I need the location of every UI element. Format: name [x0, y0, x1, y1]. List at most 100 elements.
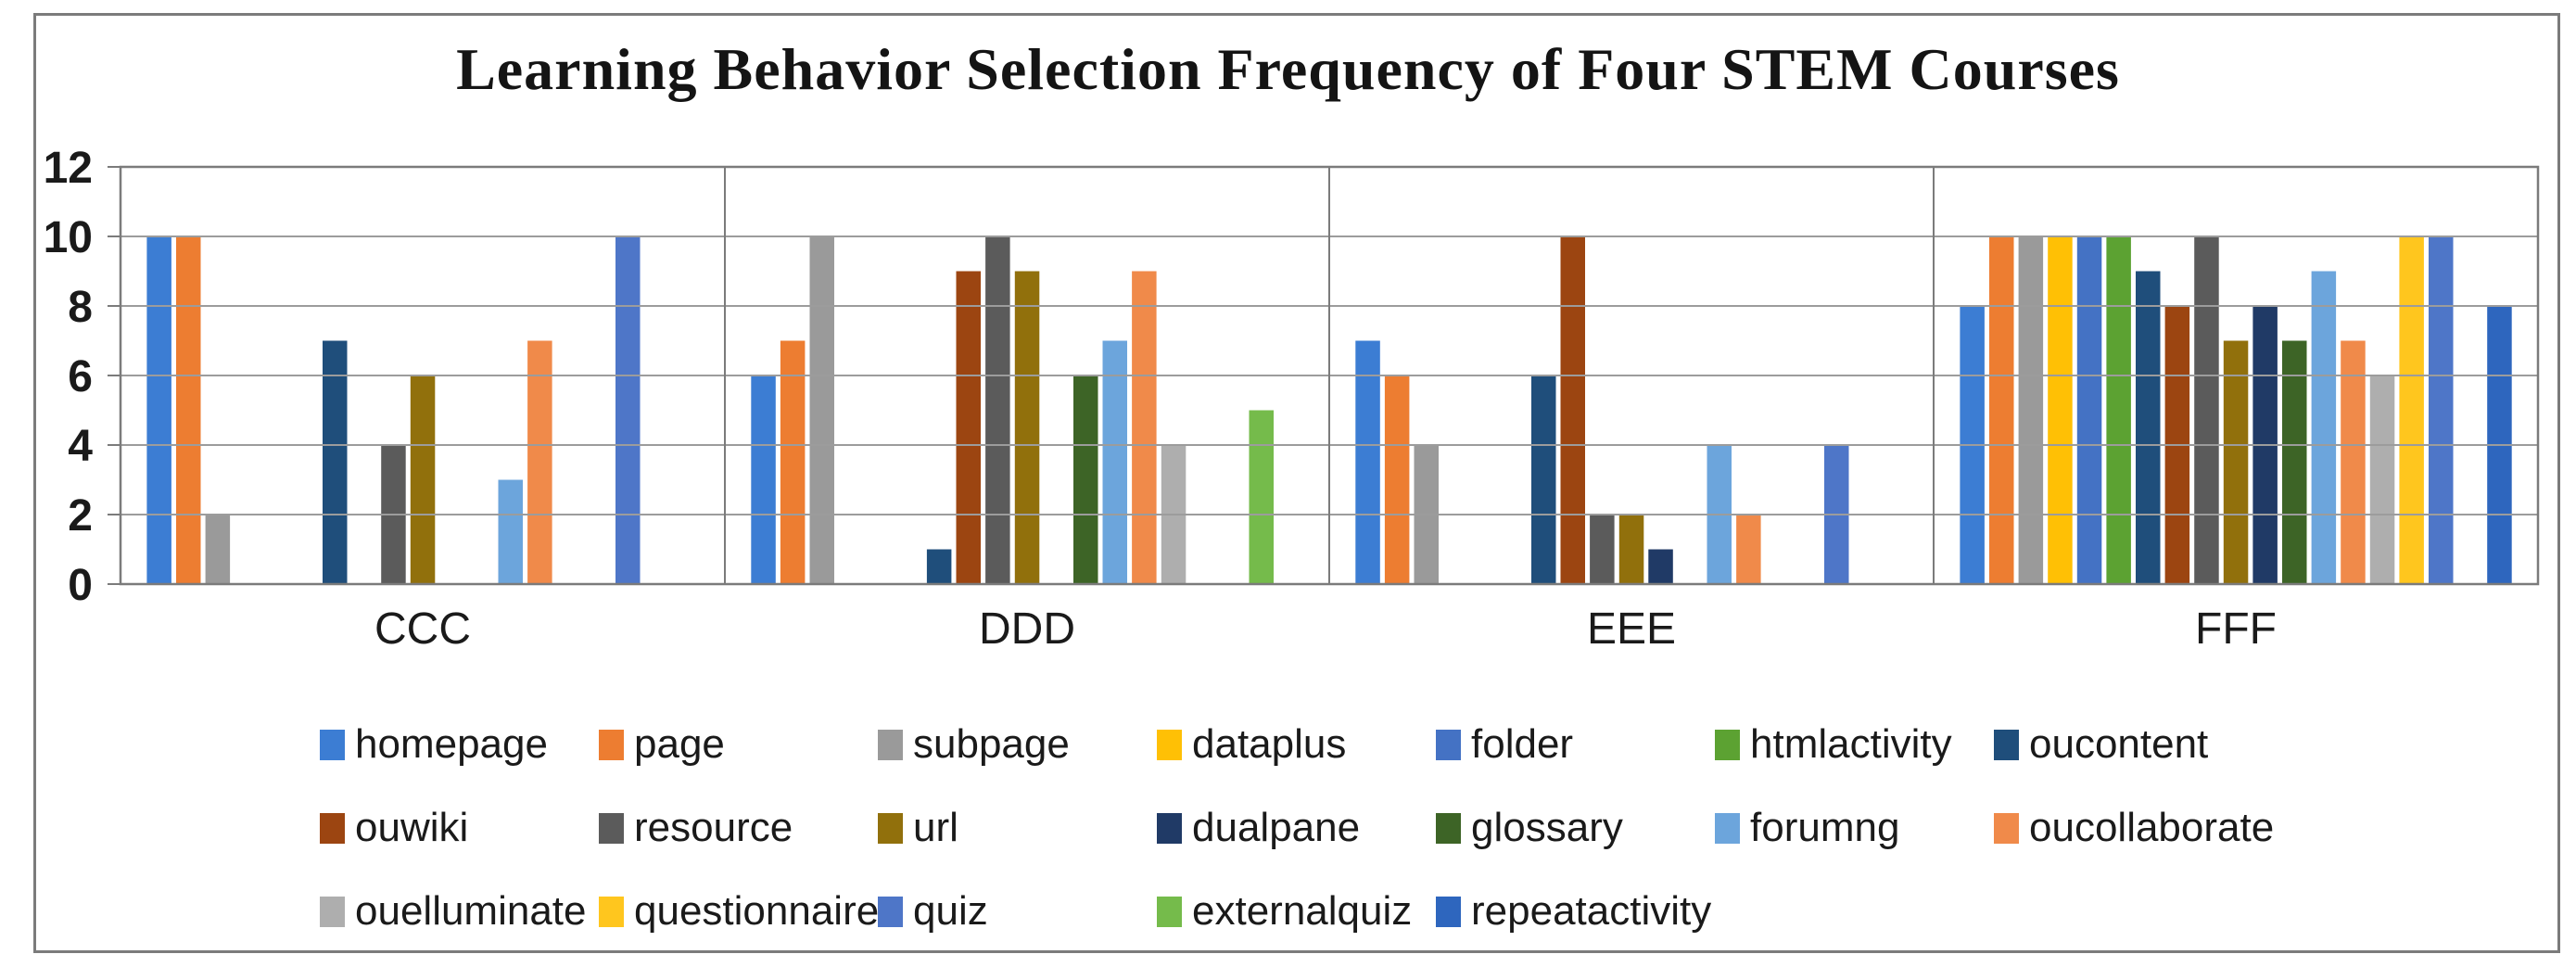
category-labels: CCC DDD EEE FFF — [374, 604, 2277, 654]
bar-questionnaire-FFF — [2399, 236, 2424, 584]
bar-folder-FFF — [2076, 236, 2102, 584]
bar-glossary-FFF — [2282, 340, 2307, 584]
legend-swatch-glossary — [1436, 812, 1461, 844]
bar-oucollaborate-EEE — [1736, 515, 1761, 584]
bar-forumng-FFF — [2311, 271, 2337, 584]
legend-swatch-dataplus — [1157, 729, 1182, 760]
bar-ouelluminate-FFF — [2369, 375, 2395, 584]
bar-oucontent-DDD — [926, 549, 952, 584]
y-axis-ticks: 0 2 4 6 8 10 12 — [44, 144, 121, 610]
legend-item-dataplus: dataplus — [1157, 721, 1436, 770]
legend-label-homepage: homepage — [355, 721, 548, 767]
legend-swatch-url — [878, 812, 903, 844]
bar-url-FFF — [2223, 340, 2249, 584]
legend-item-url: url — [878, 805, 1157, 853]
category-label-EEE: EEE — [1587, 604, 1676, 654]
legend-item-questionnaire: questionnaire — [599, 888, 880, 936]
bar-glossary-DDD — [1073, 375, 1098, 584]
legend-label-dualpane: dualpane — [1192, 805, 1361, 850]
chart-title: Learning Behavior Selection Frequency of… — [456, 36, 2120, 102]
legend-item-ouwiki: ouwiki — [320, 805, 599, 853]
legend-item-oucontent: oucontent — [1994, 721, 2273, 770]
bar-url-CCC — [410, 375, 436, 584]
legend-label-repeatactivity: repeatactivity — [1471, 888, 1712, 934]
y-tick-label-2: 2 — [68, 491, 93, 541]
y-tick-label-8: 8 — [68, 283, 93, 332]
legend-swatch-folder — [1436, 729, 1461, 760]
category-label-FFF: FFF — [2195, 604, 2277, 654]
legend-swatch-page — [599, 729, 624, 760]
legend-item-homepage: homepage — [320, 721, 599, 770]
legend-label-subpage: subpage — [913, 721, 1070, 767]
bar-subpage-CCC — [205, 515, 231, 584]
bar-page-DDD — [780, 340, 806, 584]
bar-externalquiz-DDD — [1249, 410, 1274, 584]
legend-swatch-homepage — [320, 729, 345, 760]
bar-oucollaborate-DDD — [1132, 271, 1157, 584]
plot-border-group — [119, 165, 2540, 586]
legend-label-folder: folder — [1471, 721, 1574, 767]
legend-label-glossary: glossary — [1471, 805, 1623, 850]
bar-dataplus-FFF — [2048, 236, 2073, 584]
bar-url-DDD — [1014, 271, 1040, 584]
legend-swatch-oucontent — [1994, 729, 2019, 760]
bar-homepage-EEE — [1355, 340, 1380, 584]
bar-oucollaborate-CCC — [527, 340, 552, 584]
bar-oucontent-FFF — [2136, 271, 2161, 584]
bar-oucontent-EEE — [1531, 375, 1556, 584]
legend-label-forumng: forumng — [1750, 805, 1900, 850]
bar-homepage-CCC — [146, 236, 171, 584]
legend-item-externalquiz: externalquiz — [1157, 888, 1436, 936]
bar-subpage-DDD — [809, 236, 834, 584]
legend-item-quiz: quiz — [878, 888, 1157, 936]
legend-swatch-quiz — [878, 896, 903, 927]
bar-oucollaborate-FFF — [2341, 340, 2366, 584]
y-tick-label-0: 0 — [68, 561, 93, 610]
y-tick-label-6: 6 — [68, 352, 93, 401]
legend-swatch-ouwiki — [320, 812, 345, 844]
bar-quiz-CCC — [615, 236, 641, 584]
category-label-CCC: CCC — [374, 604, 471, 654]
bar-resource-DDD — [985, 236, 1010, 584]
bar-page-EEE — [1384, 375, 1410, 584]
legend-item-folder: folder — [1436, 721, 1715, 770]
bar-homepage-DDD — [751, 375, 776, 584]
legend-swatch-externalquiz — [1157, 896, 1182, 927]
legend-swatch-ouelluminate — [320, 896, 345, 927]
legend-swatch-oucollaborate — [1994, 812, 2019, 844]
bar-forumng-CCC — [498, 479, 523, 584]
legend-item-glossary: glossary — [1436, 805, 1715, 853]
legend-label-quiz: quiz — [913, 888, 988, 934]
bars-group — [146, 236, 2512, 584]
legend-label-ouelluminate: ouelluminate — [355, 888, 587, 934]
legend-label-externalquiz: externalquiz — [1192, 888, 1413, 934]
legend-item-subpage: subpage — [878, 721, 1157, 770]
legend-label-dataplus: dataplus — [1192, 721, 1347, 767]
bar-subpage-FFF — [2018, 236, 2044, 584]
bar-page-FFF — [1989, 236, 2014, 584]
bar-quiz-FFF — [2429, 236, 2454, 584]
legend-swatch-subpage — [878, 729, 903, 760]
legend-label-htmlactivity: htmlactivity — [1750, 721, 1952, 767]
legend-label-questionnaire: questionnaire — [634, 888, 880, 934]
legend-row-1: homepage page subpage dataplus folder htmlact… — [320, 721, 2273, 770]
y-tick-label-12: 12 — [44, 144, 93, 193]
bar-ouwiki-EEE — [1560, 236, 1585, 584]
bar-ouwiki-DDD — [956, 271, 981, 584]
legend-swatch-dualpane — [1157, 812, 1182, 844]
legend-item-page: page — [599, 721, 878, 770]
legend-swatch-resource — [599, 812, 624, 844]
legend-swatch-forumng — [1715, 812, 1740, 844]
y-tick-label-10: 10 — [44, 213, 93, 262]
legend-item-ouelluminate: ouelluminate — [320, 888, 599, 936]
legend-item-oucollaborate: oucollaborate — [1994, 805, 2274, 853]
legend-item-dualpane: dualpane — [1157, 805, 1436, 853]
bar-page-CCC — [176, 236, 201, 584]
legend-label-url: url — [913, 805, 958, 850]
legend-label-oucontent: oucontent — [2029, 721, 2209, 767]
bar-resource-FFF — [2194, 236, 2219, 584]
category-label-DDD: DDD — [979, 604, 1075, 654]
